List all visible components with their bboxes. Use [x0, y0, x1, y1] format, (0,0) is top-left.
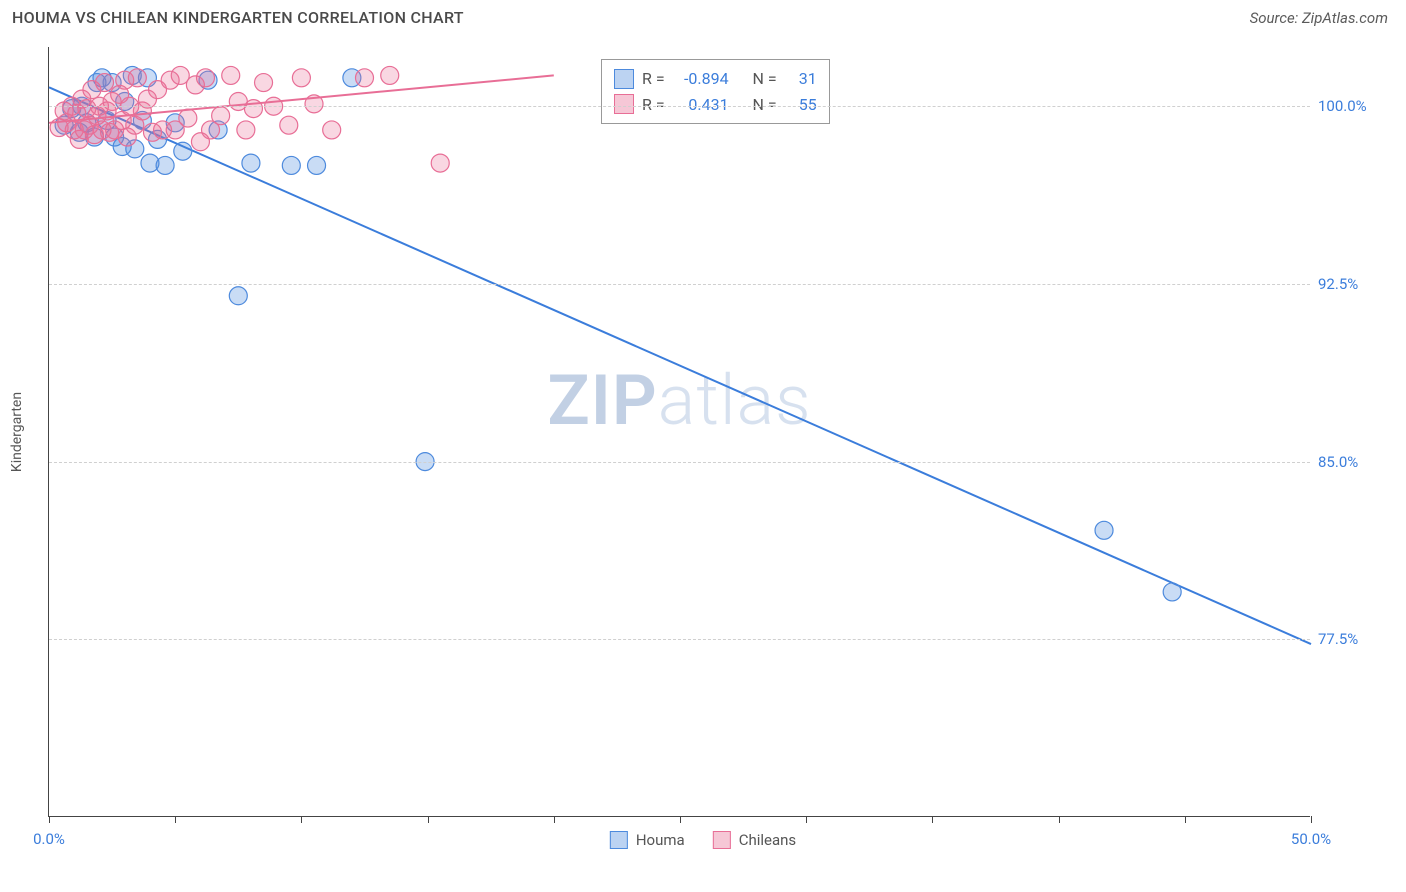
x-tick — [806, 816, 807, 823]
data-point — [229, 287, 247, 305]
x-tick — [49, 816, 50, 823]
data-point — [308, 156, 326, 174]
data-point — [156, 156, 174, 174]
data-point — [431, 154, 449, 172]
legend-label: Houma — [636, 831, 685, 849]
x-tick-label: 0.0% — [33, 830, 65, 848]
y-tick-label: 77.5% — [1318, 630, 1388, 648]
chart-area: Kindergarten ZIPatlas R =-0.894 N =31R =… — [0, 35, 1406, 855]
data-point — [323, 121, 341, 139]
legend-item: Houma — [610, 831, 685, 849]
data-point — [196, 69, 214, 87]
stat-n-value: 31 — [785, 66, 817, 92]
stat-n-value: 55 — [785, 92, 817, 118]
series-swatch — [614, 69, 634, 89]
data-point — [292, 69, 310, 87]
x-tick — [1185, 816, 1186, 823]
plot-box: Kindergarten ZIPatlas R =-0.894 N =31R =… — [48, 47, 1310, 817]
x-tick — [175, 816, 176, 823]
data-point — [242, 154, 260, 172]
chart-source: Source: ZipAtlas.com — [1250, 9, 1388, 27]
stats-row: R = -0.894 N = 31 — [614, 66, 817, 92]
y-tick-label: 100.0% — [1318, 97, 1388, 115]
x-tick — [932, 816, 933, 823]
data-point — [96, 74, 114, 92]
stats-row: R = 0.431 N = 55 — [614, 92, 817, 118]
data-point — [244, 100, 262, 118]
y-axis-label: Kindergarten — [9, 391, 25, 471]
data-point — [1163, 583, 1181, 601]
stats-box: R = -0.894 N = 31 R = 0.431 N = 55 — [601, 59, 830, 124]
data-point — [179, 109, 197, 127]
legend-swatch — [610, 831, 628, 849]
stat-r-value: 0.431 — [673, 92, 729, 118]
data-point — [128, 69, 146, 87]
legend-label: Chileans — [739, 831, 796, 849]
trend-line — [49, 87, 1311, 644]
data-point — [305, 95, 323, 113]
x-tick-label: 50.0% — [1291, 830, 1331, 848]
x-tick — [554, 816, 555, 823]
data-point — [255, 74, 273, 92]
legend: Houma Chileans — [610, 831, 796, 849]
gridline — [49, 284, 1310, 285]
chart-header: HOUMA VS CHILEAN KINDERGARTEN CORRELATIO… — [0, 0, 1406, 35]
data-point — [237, 121, 255, 139]
data-point — [280, 116, 298, 134]
y-tick-label: 92.5% — [1318, 275, 1388, 293]
x-tick — [680, 816, 681, 823]
data-point — [356, 69, 374, 87]
stat-r-value: -0.894 — [673, 66, 729, 92]
x-tick — [301, 816, 302, 823]
data-point — [1095, 521, 1113, 539]
stat-r-label: R = — [642, 92, 665, 118]
gridline — [49, 639, 1310, 640]
chart-title: HOUMA VS CHILEAN KINDERGARTEN CORRELATIO… — [12, 8, 464, 27]
stat-n-label: N = — [753, 66, 777, 92]
legend-swatch — [713, 831, 731, 849]
gridline — [49, 106, 1310, 107]
data-point — [381, 66, 399, 84]
x-tick — [428, 816, 429, 823]
legend-item: Chileans — [713, 831, 796, 849]
y-tick-label: 85.0% — [1318, 453, 1388, 471]
plot-svg — [49, 47, 1311, 817]
stat-r-label: R = — [642, 66, 665, 92]
x-tick — [1311, 816, 1312, 823]
data-point — [282, 156, 300, 174]
series-swatch — [614, 94, 634, 114]
gridline — [49, 462, 1310, 463]
data-point — [222, 66, 240, 84]
x-tick — [1059, 816, 1060, 823]
data-point — [212, 107, 230, 125]
stat-n-label: N = — [753, 92, 777, 118]
data-point — [174, 142, 192, 160]
